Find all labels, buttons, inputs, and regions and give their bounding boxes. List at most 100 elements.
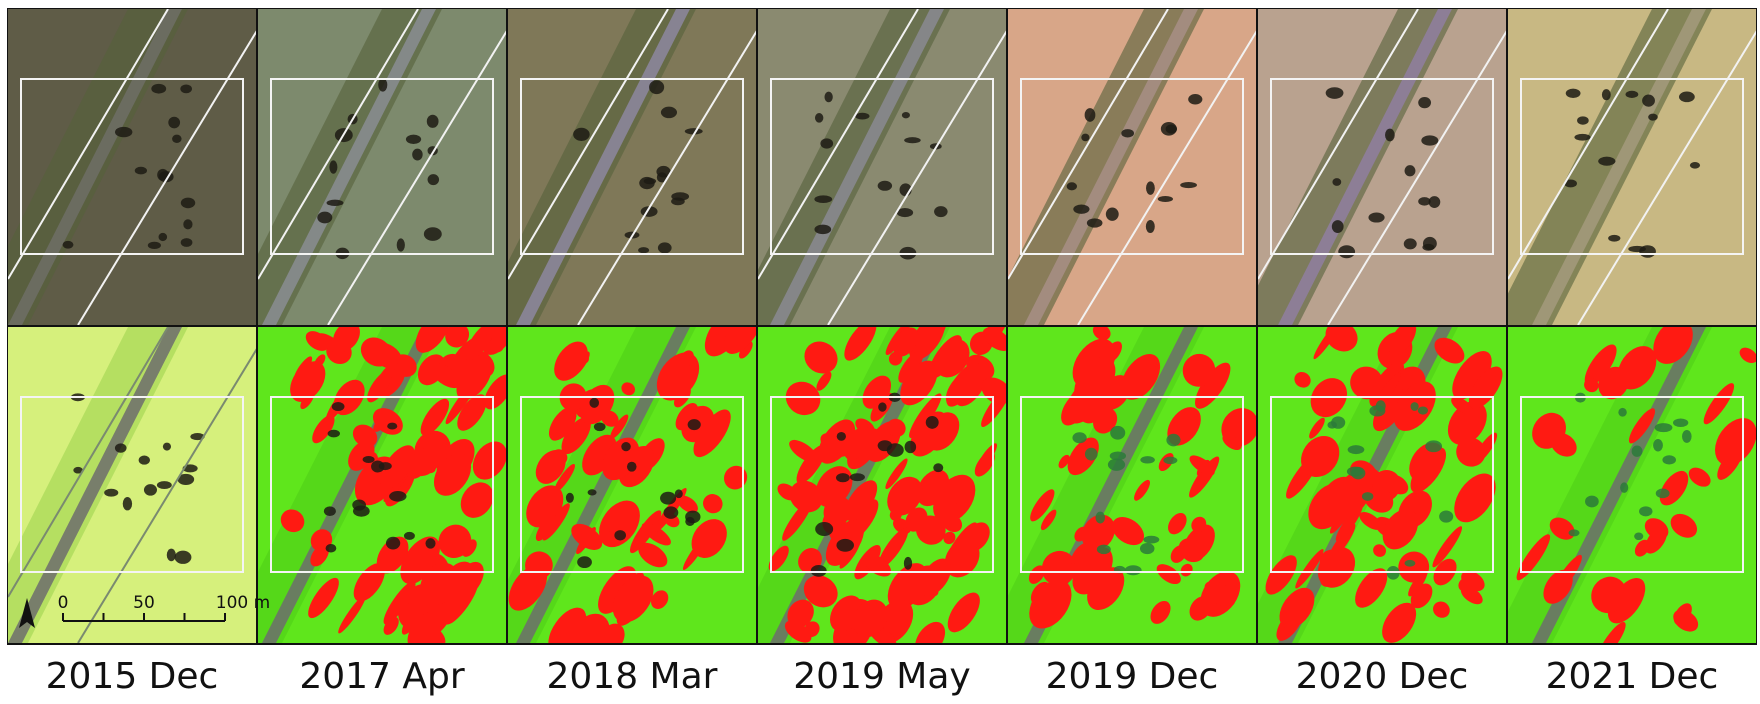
hole — [1598, 156, 1616, 166]
red-patch — [785, 381, 821, 416]
classification-map — [1258, 327, 1506, 643]
red-patch — [438, 524, 472, 559]
hole — [326, 199, 344, 206]
red-patch — [900, 360, 938, 406]
aerial-image — [258, 9, 506, 325]
hole — [573, 127, 590, 141]
red-patch — [878, 527, 909, 569]
hole — [1631, 445, 1643, 457]
hole — [1625, 90, 1639, 98]
red-patch — [415, 327, 450, 353]
red-patch — [290, 361, 326, 402]
red-patch — [484, 374, 506, 410]
red-patch — [928, 335, 962, 379]
red-patch — [1598, 366, 1629, 400]
red-patch — [1319, 549, 1346, 576]
hole — [1084, 447, 1098, 461]
classification-map — [1008, 327, 1256, 643]
study-area-box — [520, 78, 744, 255]
hole — [1086, 218, 1103, 228]
red-patch — [889, 508, 902, 521]
red-patch — [1359, 512, 1382, 530]
hole — [835, 473, 850, 483]
red-patch — [1454, 473, 1496, 523]
hole — [183, 219, 193, 230]
hole — [1418, 197, 1431, 206]
hole — [352, 505, 370, 517]
red-patch — [1168, 513, 1187, 535]
hole — [1422, 236, 1437, 251]
road — [516, 327, 690, 643]
hole — [810, 565, 827, 577]
red-patch — [380, 445, 415, 489]
hole — [1346, 466, 1364, 477]
hole — [614, 530, 626, 541]
road — [1024, 9, 1198, 325]
hole — [925, 415, 939, 429]
red-patch — [535, 450, 566, 484]
hole — [660, 106, 678, 119]
hole — [626, 461, 637, 472]
red-patch — [1156, 564, 1181, 585]
hole — [638, 247, 650, 254]
hole — [1188, 94, 1203, 105]
red-patch — [367, 370, 392, 403]
red-patch — [898, 350, 924, 383]
hole — [1639, 506, 1653, 517]
red-patch — [1279, 587, 1315, 629]
hole — [1672, 418, 1689, 428]
hole — [1096, 544, 1111, 555]
hole — [1109, 451, 1127, 461]
study-area-box — [1520, 78, 1744, 255]
red-patch — [768, 545, 789, 572]
red-patch — [612, 575, 654, 623]
hole — [1160, 122, 1177, 136]
hole — [1110, 425, 1126, 440]
study-area-box — [20, 78, 244, 255]
hole — [138, 455, 150, 465]
road — [262, 9, 436, 325]
red-patch — [571, 523, 603, 550]
track-line — [8, 9, 169, 280]
hole — [1678, 91, 1695, 103]
red-patch — [444, 579, 479, 625]
hole — [1428, 196, 1441, 209]
red-patch — [1040, 509, 1057, 531]
red-patch — [383, 580, 416, 625]
red-patch — [844, 480, 878, 522]
track-line — [258, 9, 419, 280]
hole — [362, 456, 375, 464]
red-patch — [465, 327, 495, 361]
hole — [1439, 510, 1454, 523]
red-patch — [1104, 341, 1122, 363]
hole — [1425, 440, 1443, 453]
red-patch — [1715, 418, 1756, 466]
hole — [180, 197, 196, 209]
hole — [331, 402, 345, 412]
red-patch — [1331, 470, 1373, 519]
red-patch — [1382, 509, 1419, 550]
red-patch — [1451, 396, 1473, 415]
study-area-box — [270, 78, 494, 255]
hole — [1628, 245, 1646, 253]
red-patch — [352, 424, 378, 448]
red-patch — [1516, 534, 1551, 581]
red-patch — [885, 458, 908, 490]
hole — [1568, 529, 1580, 537]
study-area-box — [1270, 78, 1494, 255]
aerial-image — [1258, 9, 1506, 325]
hole — [1332, 178, 1342, 186]
hole — [174, 550, 192, 564]
red-patch — [816, 371, 832, 391]
hole — [323, 506, 336, 516]
hole — [1648, 113, 1658, 121]
hole — [1403, 238, 1417, 250]
hole — [1564, 179, 1577, 188]
red-patch — [1634, 539, 1650, 557]
red-patch — [915, 621, 946, 643]
red-patch — [1204, 581, 1236, 607]
hole — [423, 227, 442, 241]
hole — [166, 548, 176, 562]
study-area-box — [1270, 396, 1494, 573]
red-patch — [535, 514, 557, 541]
